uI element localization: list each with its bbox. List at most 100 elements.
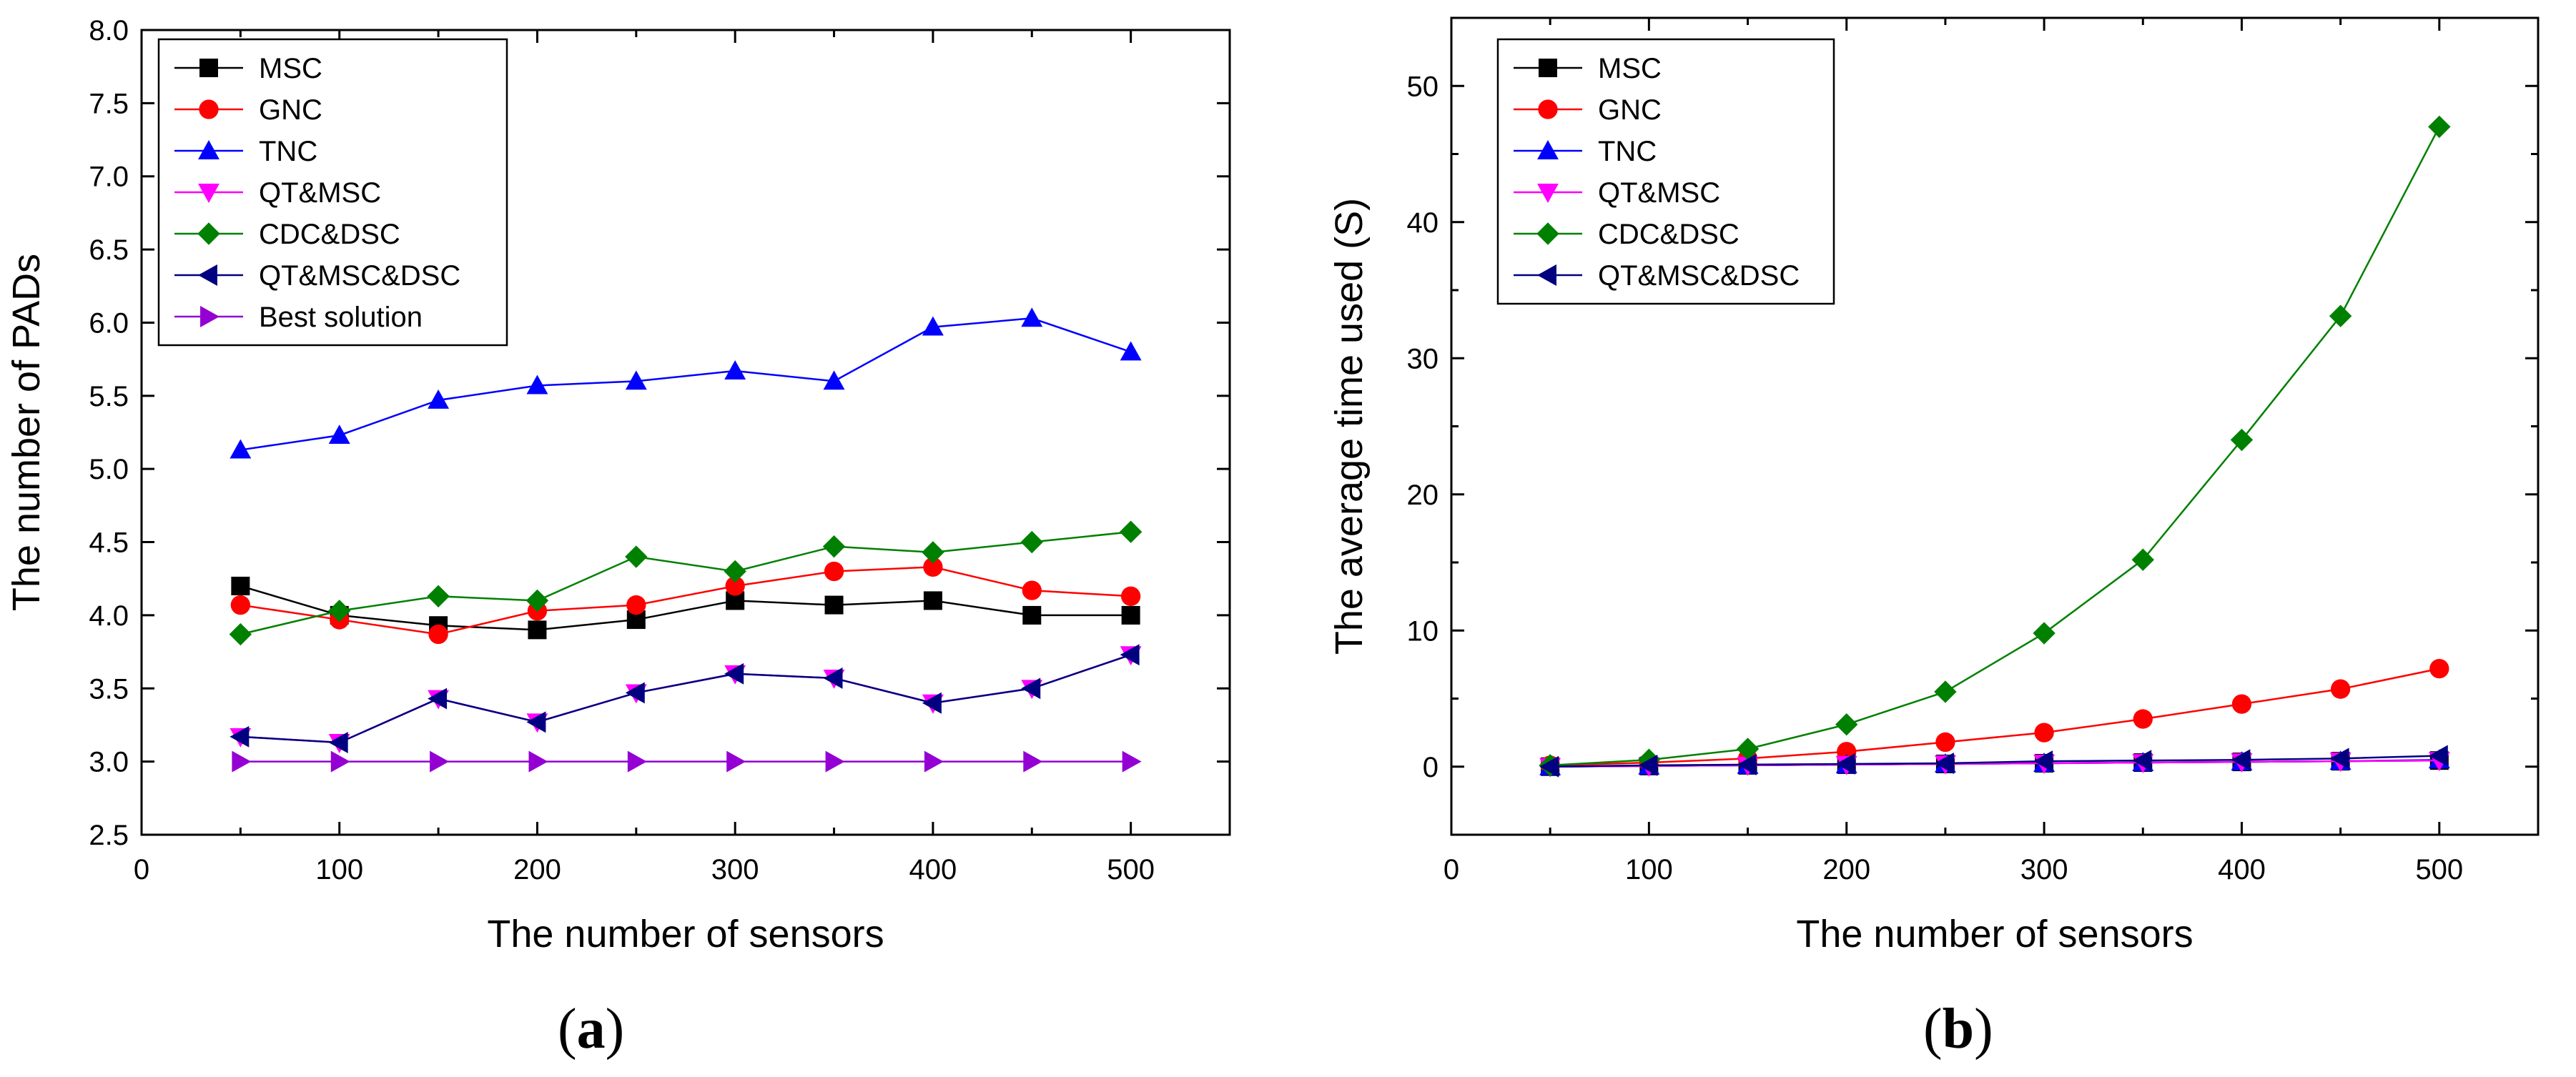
legend-marker bbox=[1537, 140, 1559, 159]
x-tick-label: 400 bbox=[2218, 854, 2266, 885]
data-point bbox=[822, 535, 846, 558]
data-point bbox=[2033, 622, 2056, 645]
legend-marker bbox=[199, 99, 219, 119]
legend-label: Best solution bbox=[259, 302, 423, 333]
data-point bbox=[1934, 680, 1957, 703]
data-point bbox=[1021, 678, 1041, 700]
data-point bbox=[232, 750, 252, 773]
legend-marker bbox=[197, 222, 220, 245]
data-point bbox=[724, 560, 746, 583]
data-point bbox=[1122, 750, 1142, 773]
y-tick-label: 3.5 bbox=[89, 673, 129, 705]
data-point bbox=[1835, 753, 1855, 775]
panel-label-a: (a) bbox=[558, 998, 625, 1061]
data-point bbox=[2329, 748, 2349, 770]
x-tick-label: 500 bbox=[2415, 854, 2463, 885]
legend-marker bbox=[1539, 59, 1557, 77]
legend-marker bbox=[1536, 222, 1559, 245]
series-line bbox=[1550, 667, 2440, 767]
data-point bbox=[526, 374, 548, 394]
data-point bbox=[2231, 749, 2251, 771]
legend-label: QT&MSC&DSC bbox=[259, 260, 460, 292]
legend-label: TNC bbox=[259, 136, 317, 167]
data-point bbox=[1023, 750, 1043, 773]
y-tick-label: 40 bbox=[1407, 207, 1439, 239]
series-CDC&DSC bbox=[1539, 115, 2451, 777]
data-point bbox=[428, 624, 448, 645]
data-point bbox=[1120, 341, 1142, 361]
data-point bbox=[1736, 738, 1760, 760]
legend-marker bbox=[200, 306, 219, 327]
y-tick-label: 7.5 bbox=[89, 88, 129, 119]
data-point bbox=[526, 711, 546, 733]
data-point bbox=[2034, 723, 2054, 743]
data-point bbox=[2429, 658, 2449, 679]
data-point bbox=[1022, 605, 1042, 625]
data-point bbox=[525, 589, 549, 612]
data-point bbox=[1835, 713, 1858, 736]
data-point bbox=[626, 595, 646, 615]
y-tick-label: 10 bbox=[1407, 615, 1439, 647]
data-point bbox=[229, 622, 252, 646]
data-point bbox=[328, 425, 350, 445]
series-line bbox=[240, 566, 1131, 635]
data-point bbox=[922, 692, 942, 714]
data-point bbox=[528, 750, 548, 773]
x-tick-label: 300 bbox=[711, 854, 759, 885]
data-point bbox=[2428, 745, 2448, 767]
data-point bbox=[231, 576, 250, 595]
data-point bbox=[625, 370, 647, 390]
y-tick-label: 8.0 bbox=[89, 15, 129, 46]
data-point bbox=[1021, 307, 1043, 327]
data-point bbox=[430, 750, 450, 773]
x-tick-label: 100 bbox=[315, 854, 363, 885]
data-point bbox=[1935, 732, 1955, 753]
x-tick-label: 200 bbox=[513, 854, 561, 885]
y-tick-label: 0 bbox=[1423, 752, 1438, 783]
data-point bbox=[1020, 530, 1043, 554]
y-tick-label: 7.0 bbox=[89, 162, 129, 193]
series-line bbox=[240, 317, 1132, 451]
series-CDC&DSC bbox=[229, 520, 1143, 646]
data-point bbox=[2131, 548, 2154, 571]
chart-a: 0 100 200 300 400 500 2.5 3.0 3.5 4.0 4.5 5.0 5.5 6.0… bbox=[5, 15, 1231, 956]
x-tick-label: 200 bbox=[1822, 854, 1870, 885]
legend-label: QT&MSC bbox=[259, 177, 381, 209]
y-tick-label: 20 bbox=[1407, 480, 1439, 511]
legend-marker bbox=[1537, 184, 1559, 203]
y-tick-label: 4.0 bbox=[89, 600, 129, 632]
legend-marker bbox=[199, 59, 218, 77]
data-point bbox=[428, 688, 448, 710]
data-point bbox=[2033, 750, 2053, 773]
y-tick-label: 5.0 bbox=[89, 454, 129, 485]
plot-frame bbox=[140, 29, 1231, 836]
x-tick-label: 400 bbox=[909, 854, 957, 885]
data-point bbox=[528, 620, 547, 640]
data-point bbox=[428, 389, 450, 409]
data-point bbox=[330, 750, 350, 773]
data-point bbox=[724, 662, 744, 685]
y-axis-label: The average time used (S) bbox=[1328, 198, 1371, 655]
data-point bbox=[230, 595, 251, 615]
data-point bbox=[2133, 709, 2153, 729]
data-point bbox=[1638, 754, 1658, 776]
data-point bbox=[2428, 115, 2451, 139]
legend-label: CDC&DSC bbox=[259, 219, 400, 250]
y-tick-label: 5.5 bbox=[89, 381, 129, 412]
data-point bbox=[726, 750, 746, 773]
series-QT&MSC bbox=[230, 646, 1142, 753]
y-tick-label: 30 bbox=[1407, 343, 1439, 374]
data-point bbox=[328, 732, 348, 753]
data-point bbox=[328, 600, 351, 622]
data-point bbox=[824, 595, 844, 615]
data-point bbox=[823, 667, 843, 689]
legend-label: QT&MSC&DSC bbox=[1598, 260, 1800, 292]
y-tick-label: 4.5 bbox=[89, 527, 129, 559]
x-tick-label: 0 bbox=[1444, 854, 1459, 885]
series-line bbox=[240, 654, 1132, 744]
series-line bbox=[1550, 126, 2440, 767]
data-point bbox=[1737, 753, 1757, 775]
legend-label: CDC&DSC bbox=[1598, 219, 1739, 250]
data-point bbox=[2329, 304, 2352, 327]
series-Best solution bbox=[232, 750, 1142, 773]
